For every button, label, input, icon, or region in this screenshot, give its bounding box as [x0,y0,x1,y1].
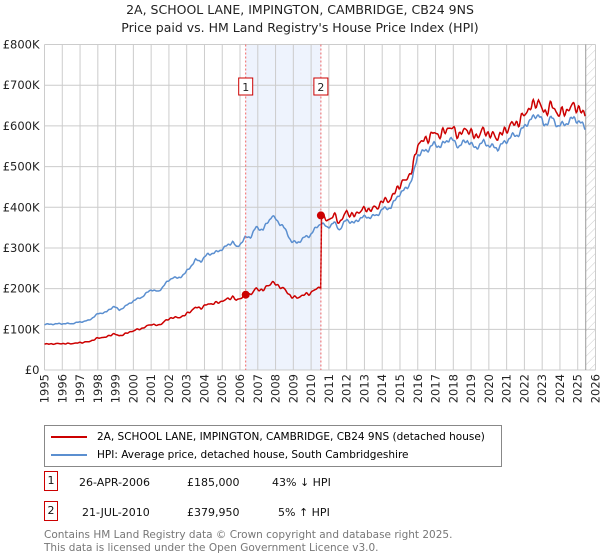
legend: 2A, SCHOOL LANE, IMPINGTON, CAMBRIDGE, C… [44,425,502,467]
x-tick-label: 2006 [233,374,247,403]
x-tick-label: 2001 [144,374,158,403]
chart-title: 2A, SCHOOL LANE, IMPINGTON, CAMBRIDGE, C… [126,2,474,17]
sale-point [316,211,325,220]
legend-label: 2A, SCHOOL LANE, IMPINGTON, CAMBRIDGE, C… [97,431,485,443]
legend-item-property: 2A, SCHOOL LANE, IMPINGTON, CAMBRIDGE, C… [45,430,485,444]
sale-badge-label: 1 [242,81,249,94]
y-tick-label: £0 [25,363,40,377]
x-tick-label: 2003 [180,374,194,403]
x-tick-label: 1999 [109,374,123,403]
x-tick-label: 2015 [393,374,407,403]
x-tick-label: 1997 [73,374,87,403]
transaction-hpi: 5% ↑ HPI [278,506,330,519]
footer: Contains HM Land Registry data © Crown c… [44,529,452,554]
price-chart: 1995 1996 1997 1998 1999 2000 2001 2002 2003 2004… [3,38,600,404]
x-tick-label: 2020 [482,374,496,403]
x-tick-label: 1996 [55,374,69,403]
x-tick-label: 2012 [340,374,354,403]
x-tick-label: 2004 [197,374,211,403]
transaction-date: 21-JUL-2010 [82,506,150,519]
transaction-date: 26-APR-2006 [79,476,151,489]
x-tick-label: 2014 [375,374,389,403]
y-tick-label: £600K [3,119,40,133]
x-tick-label: 2010 [304,374,318,403]
hpi-line [44,113,586,326]
x-tick-label: 2021 [500,374,514,403]
sale-badge-box [238,77,254,96]
x-tick-label: 1995 [38,374,52,403]
x-tick-label: 2017 [429,374,443,403]
sale-badge-box [313,77,329,96]
legend-label: HPI: Average price, detached house, Sout… [97,449,409,461]
x-tick-label: 2008 [269,374,283,403]
footer-copyright: Contains HM Land Registry data © Crown c… [44,529,453,541]
x-tick-label: 2013 [357,374,371,403]
transaction-price: £379,950 [187,506,240,519]
x-tick-label: 2024 [553,374,567,403]
transaction-badge: 2 [44,501,58,521]
x-tick-label: 2007 [251,374,265,403]
transaction-badge: 1 [44,471,58,491]
x-tick-label: 2026 [589,374,600,403]
chart-subtitle: Price paid vs. HM Land Registry's House … [121,20,479,35]
y-tick-label: £300K [3,241,40,255]
sale-badge-label: 2 [317,81,324,94]
legend-item-hpi: HPI: Average price, detached house, Sout… [45,448,409,462]
y-tick-label: £800K [3,38,40,52]
y-tick-label: £700K [3,78,40,92]
x-tick-label: 1998 [91,374,105,403]
x-tick-label: 2000 [126,374,140,403]
y-tick-label: £500K [3,160,40,174]
transaction-hpi: 43% ↓ HPI [272,476,331,489]
x-tick-label: 2005 [215,374,229,403]
x-tick-label: 2023 [535,374,549,403]
sale-point [241,290,250,299]
legend-swatch-blue [51,454,87,456]
x-tick-label: 2018 [446,374,460,403]
x-tick-label: 2022 [517,374,531,403]
x-tick-label: 2016 [411,374,425,403]
y-tick-label: £400K [3,200,40,214]
x-tick-label: 2011 [322,374,336,403]
y-tick-label: £200K [3,282,40,296]
x-tick-label: 2002 [162,374,176,403]
legend-swatch-red [51,436,87,438]
footer-licence: This data is licensed under the Open Gov… [44,541,379,554]
y-tick-label: £100K [3,322,40,336]
property-price-line [44,97,586,346]
x-tick-label: 2009 [286,374,300,403]
x-tick-label: 2019 [464,374,478,403]
transaction-price: £185,000 [187,476,240,489]
x-tick-label: 2025 [571,374,585,403]
